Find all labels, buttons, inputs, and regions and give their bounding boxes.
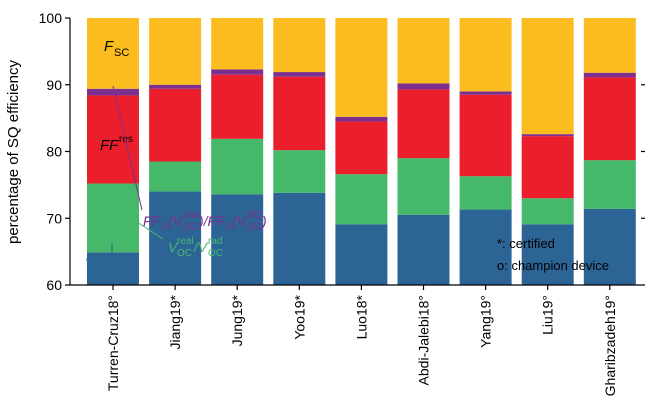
y-ticks: 60 70 80 90 100 — [39, 10, 70, 293]
bar-green-segment — [521, 198, 574, 225]
svg-text:0: 0 — [226, 222, 232, 233]
y-tick-label: 100 — [39, 10, 63, 26]
svg-text:OC: OC — [208, 248, 223, 259]
x-tick-label: Jung19* — [229, 294, 245, 346]
svg-text:F: F — [104, 38, 114, 55]
right-ticks — [641, 84, 645, 219]
bar-purple-segment — [87, 88, 139, 96]
y-tick-label: 90 — [46, 77, 62, 93]
bar-purple-segment — [521, 134, 574, 137]
bar-blue-segment — [583, 208, 636, 285]
svg-text:)/FF: )/FF — [197, 213, 226, 229]
svg-text:V: V — [85, 255, 96, 271]
svg-text:FF: FF — [100, 137, 119, 154]
x-tick-label: Gharibzadeh19° — [602, 295, 618, 396]
y-tick-label: 60 — [46, 277, 62, 293]
svg-text:OC: OC — [94, 264, 109, 275]
svg-text:(V: (V — [168, 213, 184, 229]
svg-text:OC: OC — [177, 248, 192, 259]
y-tick-label: 70 — [46, 210, 62, 226]
svg-text:OC: OC — [124, 264, 139, 275]
bar-red-segment — [273, 76, 326, 151]
bar-yellow-segment — [149, 18, 202, 85]
bar-green-segment — [335, 174, 388, 225]
bar-blue-segment — [273, 192, 326, 285]
svg-text:0: 0 — [162, 222, 168, 233]
bar-red-segment — [397, 89, 450, 159]
bar-blue-segment — [87, 252, 139, 285]
bar-purple-segment — [335, 116, 388, 122]
bar-blue-segment — [459, 209, 512, 285]
bar-yellow-segment — [335, 18, 388, 117]
bar-purple-segment — [211, 69, 264, 75]
x-tick-label: Yang19° — [478, 295, 494, 348]
bar-yellow-segment — [273, 18, 326, 73]
bar-purple-segment — [273, 72, 326, 77]
svg-text:V: V — [168, 239, 179, 255]
x-tick-label: Liu19° — [540, 295, 556, 335]
bar-green-segment — [273, 150, 326, 193]
x-tick-labels: Turren-Cruz18° Jiang19* Jung19* Yoo19* Luo18… — [105, 285, 618, 396]
bar-blue-segment — [521, 224, 574, 285]
annotation-fsc: F SC — [104, 38, 129, 59]
svg-text:SQ: SQ — [124, 252, 139, 263]
bar-blue-segment — [397, 214, 450, 285]
x-tick-label: Turren-Cruz18° — [105, 295, 121, 391]
bar-yellow-segment — [211, 18, 264, 70]
bar-red-segment — [521, 136, 574, 199]
bar-blue-segment — [335, 224, 388, 285]
bar-red-segment — [583, 77, 636, 161]
svg-text:/V: /V — [193, 239, 209, 255]
svg-text:SQ: SQ — [247, 210, 262, 221]
bar-yellow-segment — [459, 18, 512, 92]
bar-purple-segment — [149, 84, 202, 89]
bar-yellow-segment — [397, 18, 450, 84]
bar-green-segment — [211, 138, 264, 195]
note-certified: *: certified — [497, 236, 555, 251]
bar-red-segment — [87, 95, 139, 184]
svg-text:rad: rad — [208, 236, 222, 247]
bar-red-segment — [211, 74, 264, 139]
svg-text:OC: OC — [247, 222, 262, 233]
x-tick-label: Yoo19* — [291, 294, 307, 339]
svg-text:rad: rad — [94, 252, 108, 263]
x-tick-label: Luo18* — [353, 294, 369, 339]
svg-text:): ) — [260, 213, 267, 229]
svg-text:FF: FF — [143, 213, 162, 229]
bar-purple-segment — [459, 91, 512, 95]
y-tick-label: 80 — [46, 144, 62, 160]
bar-yellow-segment — [521, 18, 574, 135]
svg-text:SC: SC — [114, 47, 129, 59]
svg-text:real: real — [177, 236, 194, 247]
y-axis-label: percentage of SQ efficiency — [5, 60, 22, 244]
bar-green-segment — [583, 160, 636, 209]
svg-text:(V: (V — [232, 213, 248, 229]
vreal-connector-line — [116, 208, 164, 240]
ff0-connector-line — [112, 85, 143, 211]
bar-purple-segment — [583, 72, 636, 78]
svg-text:real: real — [183, 210, 200, 221]
bar-yellow-segment — [583, 18, 636, 73]
x-tick-label: Abdi-Jalebi18° — [416, 295, 432, 385]
bar-blue-segment — [211, 194, 264, 285]
bar-red-segment — [149, 88, 202, 162]
bar-red-segment — [459, 94, 512, 177]
x-tick-label: Jiang19* — [167, 294, 183, 349]
bar-green-segment — [459, 176, 512, 210]
bar-green-segment — [397, 158, 450, 215]
svg-text:/V: /V — [109, 255, 125, 271]
bar-blue-segment — [149, 191, 202, 285]
bar-purple-segment — [397, 83, 450, 90]
bar-yellow-segment — [87, 18, 139, 89]
bars-layer — [87, 18, 636, 285]
note-champion: o: champion device — [497, 258, 609, 273]
bar-red-segment — [335, 121, 388, 175]
svg-text:OC: OC — [183, 222, 198, 233]
bar-green-segment — [149, 161, 202, 192]
